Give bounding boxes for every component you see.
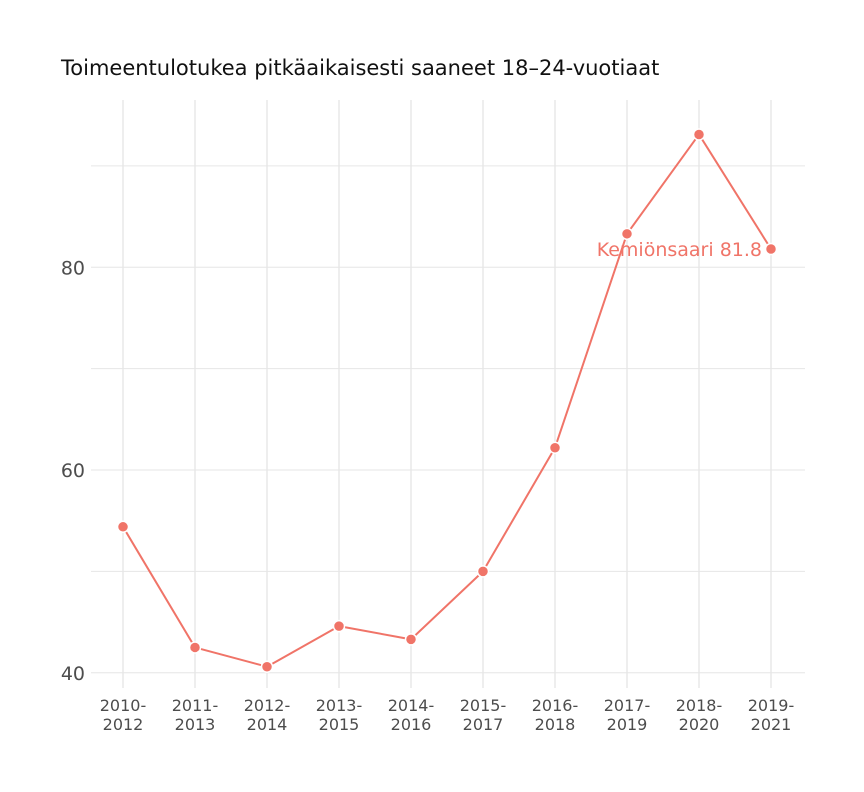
data-point (476, 565, 490, 578)
series-line (122, 133, 772, 668)
data-point (764, 242, 778, 256)
y-axis-tick-labels: 40 60 80 (61, 257, 85, 685)
x-tick-label: 2017-2019 (604, 696, 651, 734)
data-point (116, 520, 130, 534)
data-point (692, 128, 706, 141)
y-tick-label: 40 (61, 663, 85, 685)
x-tick-label: 2019-2021 (748, 696, 795, 734)
x-tick-label: 2013-2015 (316, 696, 363, 734)
x-tick-label: 2015-2017 (460, 696, 507, 734)
chart-title: Toimeentulotukea pitkäaikaisesti saaneet… (61, 56, 660, 80)
x-tick-label: 2010-2012 (100, 696, 147, 734)
data-point (404, 633, 418, 646)
series-lines (122, 133, 772, 668)
series-points (116, 128, 778, 673)
x-tick-label: 2011-2013 (172, 696, 219, 734)
annotations: Kemiönsaari 81.8 (597, 239, 762, 261)
data-point (548, 441, 562, 454)
data-point (260, 660, 274, 673)
x-tick-label: 2012-2014 (244, 696, 291, 734)
data-point (332, 619, 346, 633)
grid-lines (91, 100, 805, 688)
annotation-label: Kemiönsaari 81.8 (597, 239, 762, 261)
x-tick-label: 2016-2018 (532, 696, 579, 734)
x-axis-tick-labels: 2010-2012 2011-2013 2012-2014 2013-2015 2014… (100, 696, 795, 734)
data-point (188, 641, 202, 654)
x-tick-label: 2014-2016 (388, 696, 435, 734)
x-tick-label: 2018-2020 (676, 696, 723, 734)
y-tick-label: 80 (61, 257, 85, 279)
data-point (620, 227, 634, 241)
y-tick-label: 60 (61, 460, 85, 482)
